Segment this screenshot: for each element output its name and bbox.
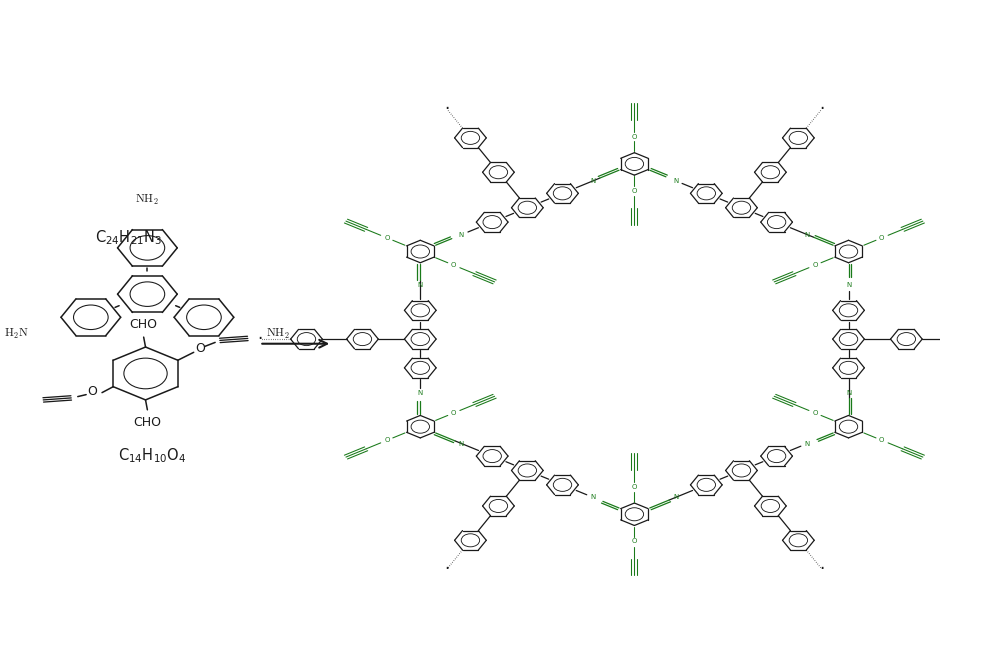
Text: O: O: [451, 410, 456, 416]
Text: $\mathrm{C_{14}H_{10}O_4}$: $\mathrm{C_{14}H_{10}O_4}$: [118, 447, 186, 465]
Text: N: N: [673, 494, 678, 500]
Text: N: N: [846, 390, 851, 396]
Text: N: N: [418, 282, 423, 288]
Text: O: O: [813, 410, 818, 416]
Text: ·: ·: [819, 560, 824, 578]
Text: N: N: [805, 440, 810, 447]
Text: N: N: [459, 440, 464, 447]
Text: ·: ·: [444, 100, 450, 118]
Text: O: O: [632, 134, 637, 140]
Text: O: O: [451, 262, 456, 268]
Text: N: N: [591, 494, 596, 500]
Text: ·: ·: [444, 560, 450, 578]
Text: O: O: [813, 262, 818, 268]
Text: CHO: CHO: [133, 416, 161, 429]
Text: O: O: [632, 188, 637, 194]
Text: $\mathrm{NH_2}$: $\mathrm{NH_2}$: [266, 327, 290, 342]
Text: O: O: [195, 342, 205, 355]
Text: O: O: [384, 235, 390, 241]
Text: O: O: [879, 437, 884, 444]
Text: O: O: [632, 538, 637, 545]
Text: ·: ·: [257, 330, 262, 348]
Text: O: O: [632, 484, 637, 490]
Text: O: O: [879, 235, 884, 241]
Text: $\mathrm{H_2N}$: $\mathrm{H_2N}$: [4, 327, 28, 342]
Text: N: N: [591, 178, 596, 184]
Text: O: O: [384, 437, 390, 444]
Text: N: N: [418, 390, 423, 396]
Text: N: N: [846, 282, 851, 288]
Text: $\mathrm{NH_2}$: $\mathrm{NH_2}$: [135, 193, 159, 207]
Text: N: N: [459, 231, 464, 238]
Text: N: N: [805, 231, 810, 238]
Text: ·: ·: [819, 100, 824, 118]
Text: $\mathrm{C_{24}H_{21}N_3}$: $\mathrm{C_{24}H_{21}N_3}$: [95, 229, 162, 247]
Text: N: N: [673, 178, 678, 184]
Text: O: O: [87, 385, 97, 398]
Text: CHO: CHO: [130, 318, 158, 331]
